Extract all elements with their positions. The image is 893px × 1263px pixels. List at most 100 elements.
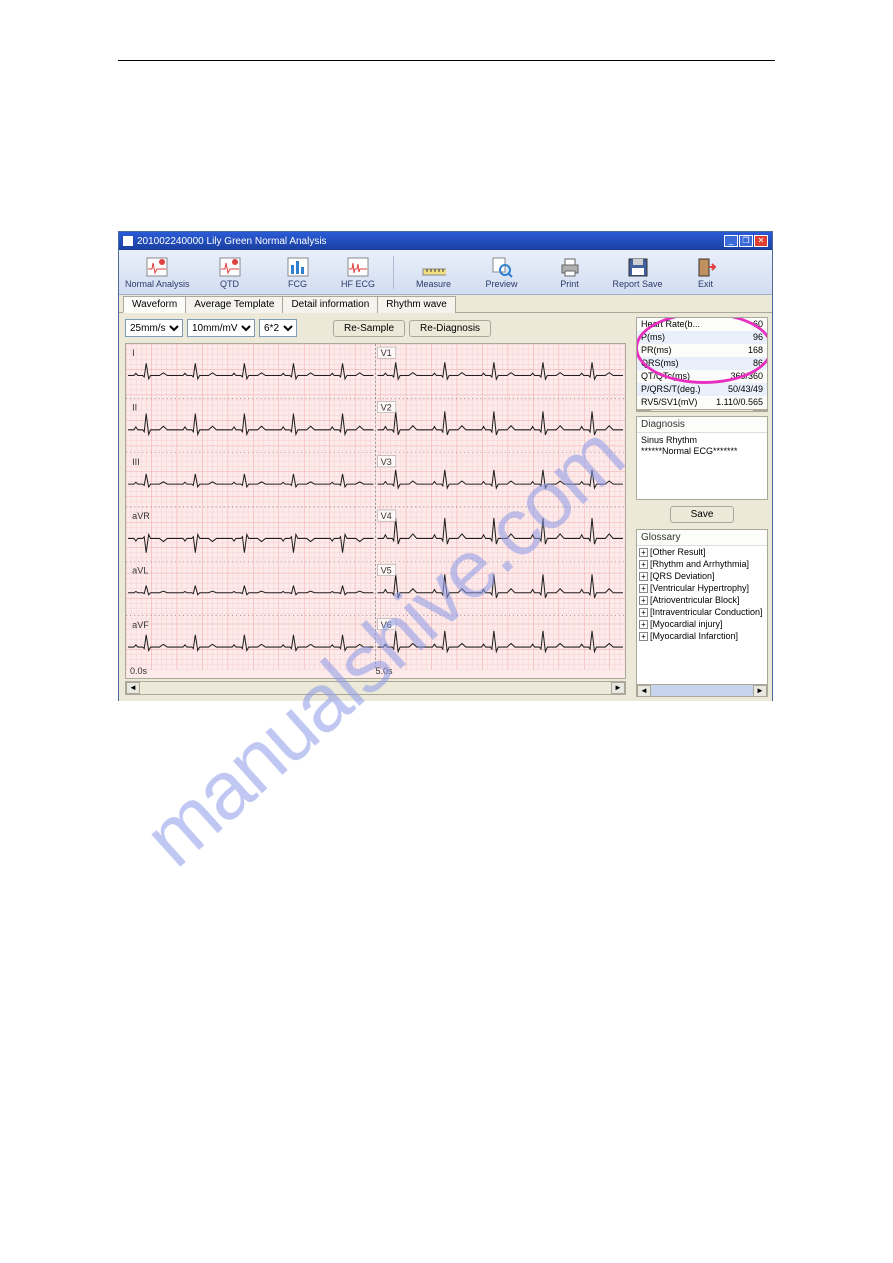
expand-icon[interactable]: + — [639, 560, 648, 569]
glossary-item[interactable]: +[Myocardial Infarction] — [637, 630, 767, 642]
toolbar-label: FCG — [288, 279, 307, 289]
svg-text:V1: V1 — [381, 348, 392, 358]
stat-key: P(ms) — [641, 331, 665, 344]
close-button[interactable]: ✕ — [754, 235, 768, 247]
glossary-item[interactable]: +[Atrioventricular Block] — [637, 594, 767, 606]
glossary-label: [Other Result] — [650, 547, 706, 557]
tab-rhythm-wave[interactable]: Rhythm wave — [377, 296, 456, 313]
scroll-right-button[interactable]: ► — [753, 410, 767, 412]
stat-key: PR(ms) — [641, 344, 672, 357]
scroll-left-button[interactable]: ◄ — [126, 682, 140, 694]
glossary-label: [QRS Deviation] — [650, 571, 715, 581]
diagnosis-panel: Diagnosis Sinus Rhythm ******Normal ECG*… — [636, 416, 768, 500]
glossary-title: Glossary — [637, 530, 767, 545]
heart-wave-icon — [218, 256, 242, 278]
toolbar-normal-analysis[interactable]: Normal Analysis — [125, 256, 190, 289]
minimize-button[interactable]: _ — [724, 235, 738, 247]
svg-text:III: III — [132, 457, 140, 467]
stat-row: P(ms) 96 — [637, 331, 767, 344]
scroll-right-button[interactable]: ► — [611, 682, 625, 694]
glossary-item[interactable]: +[Myocardial injury] — [637, 618, 767, 630]
expand-icon[interactable]: + — [639, 596, 648, 605]
time-left: 0.0s — [130, 666, 147, 676]
glossary-item[interactable]: +[Rhythm and Arrhythmia] — [637, 558, 767, 570]
printer-icon — [558, 256, 582, 278]
stat-value: 86 — [753, 357, 763, 370]
scroll-left-button[interactable]: ◄ — [637, 685, 651, 697]
toolbar-label: Print — [560, 279, 579, 289]
scroll-right-button[interactable]: ► — [753, 685, 767, 697]
speed-select[interactable]: 25mm/s — [125, 319, 183, 337]
stats-scrollbar[interactable]: ◄ ► — [637, 409, 767, 412]
maximize-button[interactable]: ❐ — [739, 235, 753, 247]
time-mid: 5.0s — [376, 666, 393, 676]
door-icon — [694, 256, 718, 278]
glossary-label: [Intraventricular Conduction] — [650, 607, 763, 617]
diagnosis-title: Diagnosis — [637, 417, 767, 432]
toolbar-label: Exit — [698, 279, 713, 289]
diagnosis-line: Sinus Rhythm — [641, 435, 763, 446]
tab-detail-information[interactable]: Detail information — [282, 296, 378, 313]
floppy-icon — [626, 256, 650, 278]
svg-text:aVF: aVF — [132, 620, 149, 630]
stat-value: 1.110/0.565 — [716, 396, 763, 409]
glossary-item[interactable]: +[QRS Deviation] — [637, 570, 767, 582]
window-title: 201002240000 Lily Green Normal Analysis — [137, 236, 724, 247]
expand-icon[interactable]: + — [639, 584, 648, 593]
titlebar: 201002240000 Lily Green Normal Analysis … — [119, 232, 772, 250]
svg-text:aVR: aVR — [132, 511, 150, 521]
layout-select[interactable]: 6*2 — [259, 319, 297, 337]
ruler-icon — [422, 256, 446, 278]
svg-text:II: II — [132, 403, 137, 413]
scroll-left-button[interactable]: ◄ — [637, 410, 651, 412]
stat-value: 96 — [753, 331, 763, 344]
stat-row: PR(ms) 168 — [637, 344, 767, 357]
toolbar-measure[interactable]: Measure — [406, 256, 462, 289]
expand-icon[interactable]: + — [639, 632, 648, 641]
stat-key: P/QRS/T(deg.) — [641, 383, 701, 396]
stat-value: 50/43/49 — [728, 383, 763, 396]
glossary-item[interactable]: +[Other Result] — [637, 546, 767, 558]
stat-value: 168 — [748, 344, 763, 357]
svg-text:V3: V3 — [381, 457, 392, 467]
glossary-label: [Myocardial injury] — [650, 619, 723, 629]
gain-select[interactable]: 10mm/mV — [187, 319, 255, 337]
stat-value: 360/360 — [730, 370, 763, 383]
toolbar-preview[interactable]: Preview — [474, 256, 530, 289]
toolbar-report-save[interactable]: Report Save — [610, 256, 666, 289]
diagnosis-body: Sinus Rhythm ******Normal ECG******* — [637, 432, 767, 498]
right-pane: Heart Rate(b...60P(ms)96PR(ms)168QRS(ms)… — [632, 313, 772, 701]
stat-row: P/QRS/T(deg.) 50/43/49 — [637, 383, 767, 396]
toolbar-label: Normal Analysis — [125, 279, 190, 289]
heart-wave-icon — [346, 256, 370, 278]
glossary-label: [Ventricular Hypertrophy] — [650, 583, 749, 593]
tab-waveform[interactable]: Waveform — [123, 296, 186, 313]
glossary-scrollbar[interactable]: ◄ ► — [637, 684, 767, 696]
app-icon — [123, 236, 133, 246]
expand-icon[interactable]: + — [639, 620, 648, 629]
glossary-item[interactable]: +[Ventricular Hypertrophy] — [637, 582, 767, 594]
expand-icon[interactable]: + — [639, 608, 648, 617]
left-pane: 25mm/s 10mm/mV 6*2 Re-Sample Re-Diagnosi… — [119, 313, 632, 701]
stat-row: QRS(ms)86 — [637, 357, 767, 370]
toolbar-label: Measure — [416, 279, 451, 289]
toolbar-label: HF ECG — [341, 279, 375, 289]
expand-icon[interactable]: + — [639, 572, 648, 581]
rediagnosis-button[interactable]: Re-Diagnosis — [409, 320, 491, 337]
stat-key: Heart Rate(b... — [641, 318, 700, 331]
toolbar-exit[interactable]: Exit — [678, 256, 734, 289]
expand-icon[interactable]: + — [639, 548, 648, 557]
magnifier-icon — [490, 256, 514, 278]
toolbar-qtd[interactable]: QTD — [202, 256, 258, 289]
toolbar-print[interactable]: Print — [542, 256, 598, 289]
tab-average-template[interactable]: Average Template — [185, 296, 283, 313]
horizontal-scrollbar[interactable]: ◄ ► — [125, 681, 626, 695]
toolbar-fcg[interactable]: FCG — [270, 256, 326, 289]
resample-button[interactable]: Re-Sample — [333, 320, 405, 337]
svg-text:V6: V6 — [381, 620, 392, 630]
svg-text:V2: V2 — [381, 403, 392, 413]
save-button[interactable]: Save — [670, 506, 735, 523]
toolbar-hf-ecg[interactable]: HF ECG — [338, 256, 394, 289]
diagnosis-line: ******Normal ECG******* — [641, 446, 763, 457]
glossary-item[interactable]: +[Intraventricular Conduction] — [637, 606, 767, 618]
